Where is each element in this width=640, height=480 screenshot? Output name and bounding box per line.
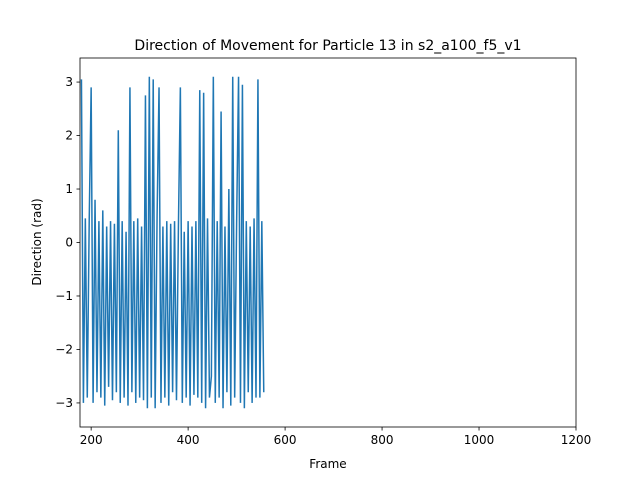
data-line [80, 76, 265, 409]
y-tick-label: 3 [65, 75, 73, 89]
y-tick-label: 0 [65, 236, 73, 250]
y-tick-label: 1 [65, 182, 73, 196]
y-tick-label: 2 [65, 129, 73, 143]
x-axis-label: Frame [309, 457, 346, 471]
y-tick-label: −1 [55, 289, 73, 303]
x-tick-label: 800 [371, 433, 394, 447]
x-tick-label: 600 [274, 433, 297, 447]
x-tick-label: 1000 [464, 433, 495, 447]
y-tick-label: −2 [55, 342, 73, 356]
y-axis-label: Direction (rad) [30, 198, 44, 285]
x-tick-label: 200 [80, 433, 103, 447]
x-tick-label: 400 [177, 433, 200, 447]
y-tick-label: −3 [55, 396, 73, 410]
x-tick-label: 1200 [561, 433, 592, 447]
chart-title: Direction of Movement for Particle 13 in… [134, 38, 521, 54]
